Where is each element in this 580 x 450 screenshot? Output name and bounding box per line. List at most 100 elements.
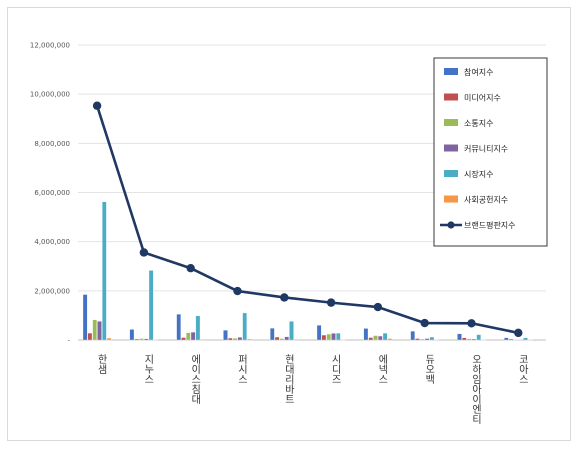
bar-2 (181, 337, 186, 341)
gridlines (78, 44, 546, 341)
category-label: 코아스 (516, 354, 528, 384)
line-point (139, 248, 149, 257)
bar-6 (294, 339, 299, 341)
y-tick-label: 2,000,000 (34, 287, 70, 295)
legend-label: 브랜드평판지수 (464, 220, 516, 230)
bar-6 (387, 338, 393, 341)
bar-4 (190, 331, 196, 341)
bar-5 (148, 270, 154, 341)
bar-4 (284, 336, 289, 341)
legend-marker (447, 221, 455, 229)
bar-3 (232, 338, 238, 341)
y-tick-label: 10,000,000 (30, 91, 70, 99)
y-tick-label: 12,000,000 (30, 42, 70, 50)
bar-1 (504, 337, 509, 341)
bar-3 (373, 335, 378, 341)
bar-6 (247, 338, 252, 341)
bar-series (82, 201, 533, 341)
category-label: 퍼시스 (236, 354, 248, 384)
bar-3 (420, 338, 425, 341)
category-label: 듀오백 (423, 354, 435, 385)
legend-label: 커뮤니티지수 (464, 144, 508, 154)
legend-swatch (444, 93, 458, 101)
line-point (186, 264, 195, 273)
bar-2 (228, 337, 233, 341)
category-label: 에이스침대 (189, 354, 201, 405)
bar-4 (424, 338, 430, 341)
bar-1 (316, 325, 322, 341)
category-label: 지누스 (142, 354, 154, 384)
legend-swatch (444, 195, 458, 203)
bar-4 (144, 338, 149, 341)
bar-4 (471, 338, 477, 341)
legend-label: 참여지수 (464, 67, 493, 77)
x-axis: 한샘 지누스 에이스침대 퍼시스 현대리바트 시디즈 에넥스 듀오백 오하임아이엔티 코아스 (95, 354, 528, 425)
bar-1 (82, 294, 88, 341)
bar-3 (92, 319, 97, 341)
line-point (373, 302, 383, 312)
bar-5 (523, 337, 528, 341)
bar-1 (363, 328, 369, 341)
bar-2 (368, 337, 373, 341)
bar-1 (270, 328, 275, 341)
line-point (280, 293, 289, 302)
bar-4 (237, 337, 243, 341)
y-tick-label: 8,000,000 (34, 140, 70, 148)
bar-5 (289, 321, 294, 341)
legend-swatch (444, 119, 458, 126)
brand-reputation-chart: - 2,000,000 4,000,000 6,000,000 8,000,000 10,… (30, 42, 548, 425)
bar-5 (476, 334, 481, 341)
legend-label: 시장지수 (464, 169, 493, 179)
y-axis: - 2,000,000 4,000,000 6,000,000 8,000,000 10,… (30, 42, 71, 345)
legend-label: 소통지수 (464, 119, 493, 128)
bar-2 (321, 334, 327, 341)
bar-2 (134, 338, 139, 341)
category-label: 현대리바트 (282, 354, 294, 404)
bar-1 (223, 330, 228, 341)
category-label: 에넥스 (376, 354, 388, 384)
bar-1 (457, 333, 462, 341)
bar-5 (429, 336, 435, 341)
legend-swatch (444, 170, 458, 177)
legend-label: 사회공헌지수 (464, 196, 508, 205)
y-tick-label: 4,000,000 (34, 238, 70, 246)
bar-2 (87, 332, 93, 341)
bar-3 (186, 332, 191, 341)
bar-6 (106, 337, 112, 341)
line-point (92, 101, 102, 110)
line-point (420, 318, 429, 328)
bar-1 (176, 314, 181, 341)
line-point (514, 328, 523, 338)
chart-frame: - 2,000,000 4,000,000 6,000,000 8,000,000 10,… (7, 7, 571, 441)
category-label: 오하임아이엔티 (470, 354, 482, 425)
line-point (467, 319, 476, 328)
category-label: 시디즈 (329, 354, 341, 384)
bar-1 (410, 330, 415, 341)
bar-5 (382, 332, 388, 341)
bar-4 (331, 333, 336, 341)
bar-2 (274, 336, 280, 341)
line-series (92, 101, 523, 338)
bar-5 (102, 201, 107, 341)
bar-1 (129, 329, 135, 341)
legend-box (433, 57, 548, 247)
bar-4 (97, 321, 102, 341)
category-label: 한샘 (95, 354, 107, 374)
bar-5 (336, 332, 341, 341)
legend-label: 미디어지수 (464, 93, 501, 103)
bar-4 (378, 335, 383, 341)
line-point (326, 298, 336, 307)
y-tick-label: - (67, 337, 70, 345)
bar-3 (466, 338, 472, 341)
bar-6 (200, 339, 205, 341)
bar-2 (415, 338, 420, 341)
legend-swatch (444, 144, 458, 152)
bar-3 (279, 338, 285, 341)
bar-5 (195, 315, 201, 341)
bar-3 (139, 338, 144, 341)
line-point (233, 286, 242, 296)
bar-5 (242, 312, 247, 341)
y-tick-label: 6,000,000 (34, 189, 70, 197)
brand-reputation-line (95, 105, 519, 335)
